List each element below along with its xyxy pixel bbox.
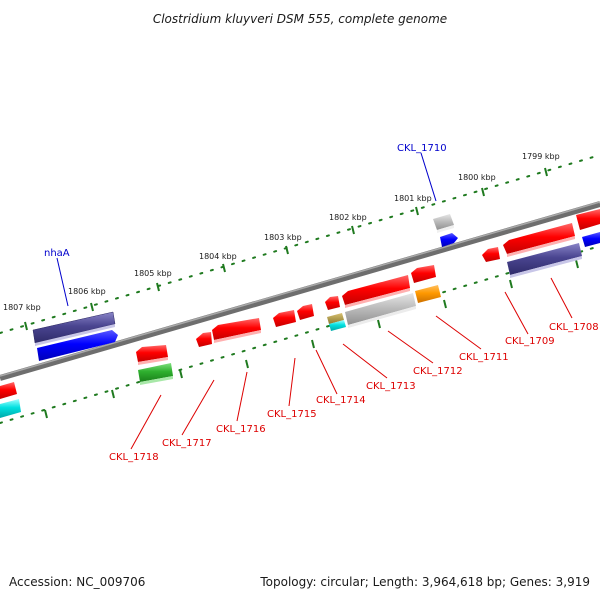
gene-ckl-1710-blue-arrow[interactable] — [440, 233, 458, 247]
gene-label-ckl-1712[interactable]: CKL_1712 — [413, 366, 463, 377]
gene-ckl-1715-arrow[interactable] — [273, 310, 296, 327]
accession-text: Accession: NC_009706 — [9, 575, 145, 589]
gene-label-ckl-1708[interactable]: CKL_1708 — [549, 322, 599, 333]
gene-ckl-1713-cyan[interactable] — [329, 320, 346, 331]
gene-ckl-1708-top-arrow[interactable] — [576, 209, 600, 230]
kbp-label: 1801 kbp — [394, 194, 432, 203]
gene-ckl-1718-arrow[interactable] — [136, 345, 168, 365]
gene-label-ckl-1717[interactable]: CKL_1717 — [162, 438, 212, 449]
gene-ckl-1709-red-long-arrow[interactable] — [503, 223, 575, 257]
gene-ckl-1711-orange-arrow[interactable] — [415, 285, 441, 303]
kbp-label: 1807 kbp — [3, 303, 41, 312]
forward-genes — [32, 209, 600, 346]
kbp-label: 1799 kbp — [522, 152, 560, 161]
gene-label-ckl-1713[interactable]: CKL_1713 — [366, 381, 416, 392]
gene-ckl-1717-arrow[interactable] — [196, 332, 212, 347]
gene-label-nhaA[interactable]: nhaA — [44, 248, 70, 259]
kbp-label: 1805 kbp — [134, 269, 172, 278]
forward-leaders — [56, 152, 437, 307]
gene-ckl-1718-green-arrow[interactable] — [138, 363, 173, 385]
gene-ckl-1709-arrow[interactable] — [482, 247, 500, 262]
genome-backbone — [0, 201, 600, 381]
gene-label-ckl-1716[interactable]: CKL_1716 — [216, 424, 266, 435]
reverse-leaders — [130, 277, 573, 450]
map-title: Clostridium kluyveri DSM 555, complete g… — [153, 12, 447, 26]
gene-ckl-1711-red-arrow[interactable] — [411, 265, 436, 283]
gene-ckl-1708-navy-arrow[interactable] — [507, 243, 582, 278]
gene-label-ckl-1709[interactable]: CKL_1709 — [505, 336, 555, 347]
kbp-label: 1806 kbp — [68, 287, 106, 296]
gene-ckl-1712-red-arrow[interactable] — [342, 275, 410, 308]
gene-ckl-1716-arrow[interactable] — [212, 318, 261, 343]
genome-summary-text: Topology: circular; Length: 3,964,618 bp… — [259, 575, 590, 589]
kbp-label: 1804 kbp — [199, 252, 237, 261]
gene-nhaA-blue-arrow[interactable] — [37, 330, 118, 361]
gene-label-ckl-1718[interactable]: CKL_1718 — [109, 452, 159, 463]
outer-tick-track — [0, 154, 600, 334]
gene-ckl-1710-arrow[interactable] — [433, 214, 454, 233]
gene-labels: nhaA CKL_1710 CKL_1708 CKL_1709 CKL_1711… — [44, 143, 599, 463]
gene-left-red-arrow[interactable] — [0, 382, 17, 399]
gene-label-ckl-1715[interactable]: CKL_1715 — [267, 409, 317, 420]
gene-nhaA-arrow[interactable] — [32, 311, 116, 346]
gene-ckl-1713-arrow[interactable] — [325, 296, 340, 310]
kbp-label: 1800 kbp — [458, 173, 496, 182]
gene-label-ckl-1710[interactable]: CKL_1710 — [397, 143, 447, 154]
kbp-labels: 1807 kbp 1806 kbp 1805 kbp 1804 kbp 1803… — [3, 152, 560, 312]
kbp-label: 1803 kbp — [264, 233, 302, 242]
gene-left-cyan-arrow[interactable] — [0, 399, 21, 418]
reverse-genes — [0, 223, 582, 418]
inner-tick-track — [0, 245, 600, 424]
gene-label-ckl-1714[interactable]: CKL_1714 — [316, 395, 366, 406]
gene-right-blue-arrow[interactable] — [582, 232, 600, 247]
gene-ckl-1714-arrow[interactable] — [297, 304, 314, 320]
gene-ckl-1712-grey-arrow[interactable] — [345, 293, 416, 328]
gene-ckl-1713-olive[interactable] — [327, 313, 344, 324]
gene-label-ckl-1711[interactable]: CKL_1711 — [459, 352, 509, 363]
kbp-label: 1802 kbp — [329, 213, 367, 222]
